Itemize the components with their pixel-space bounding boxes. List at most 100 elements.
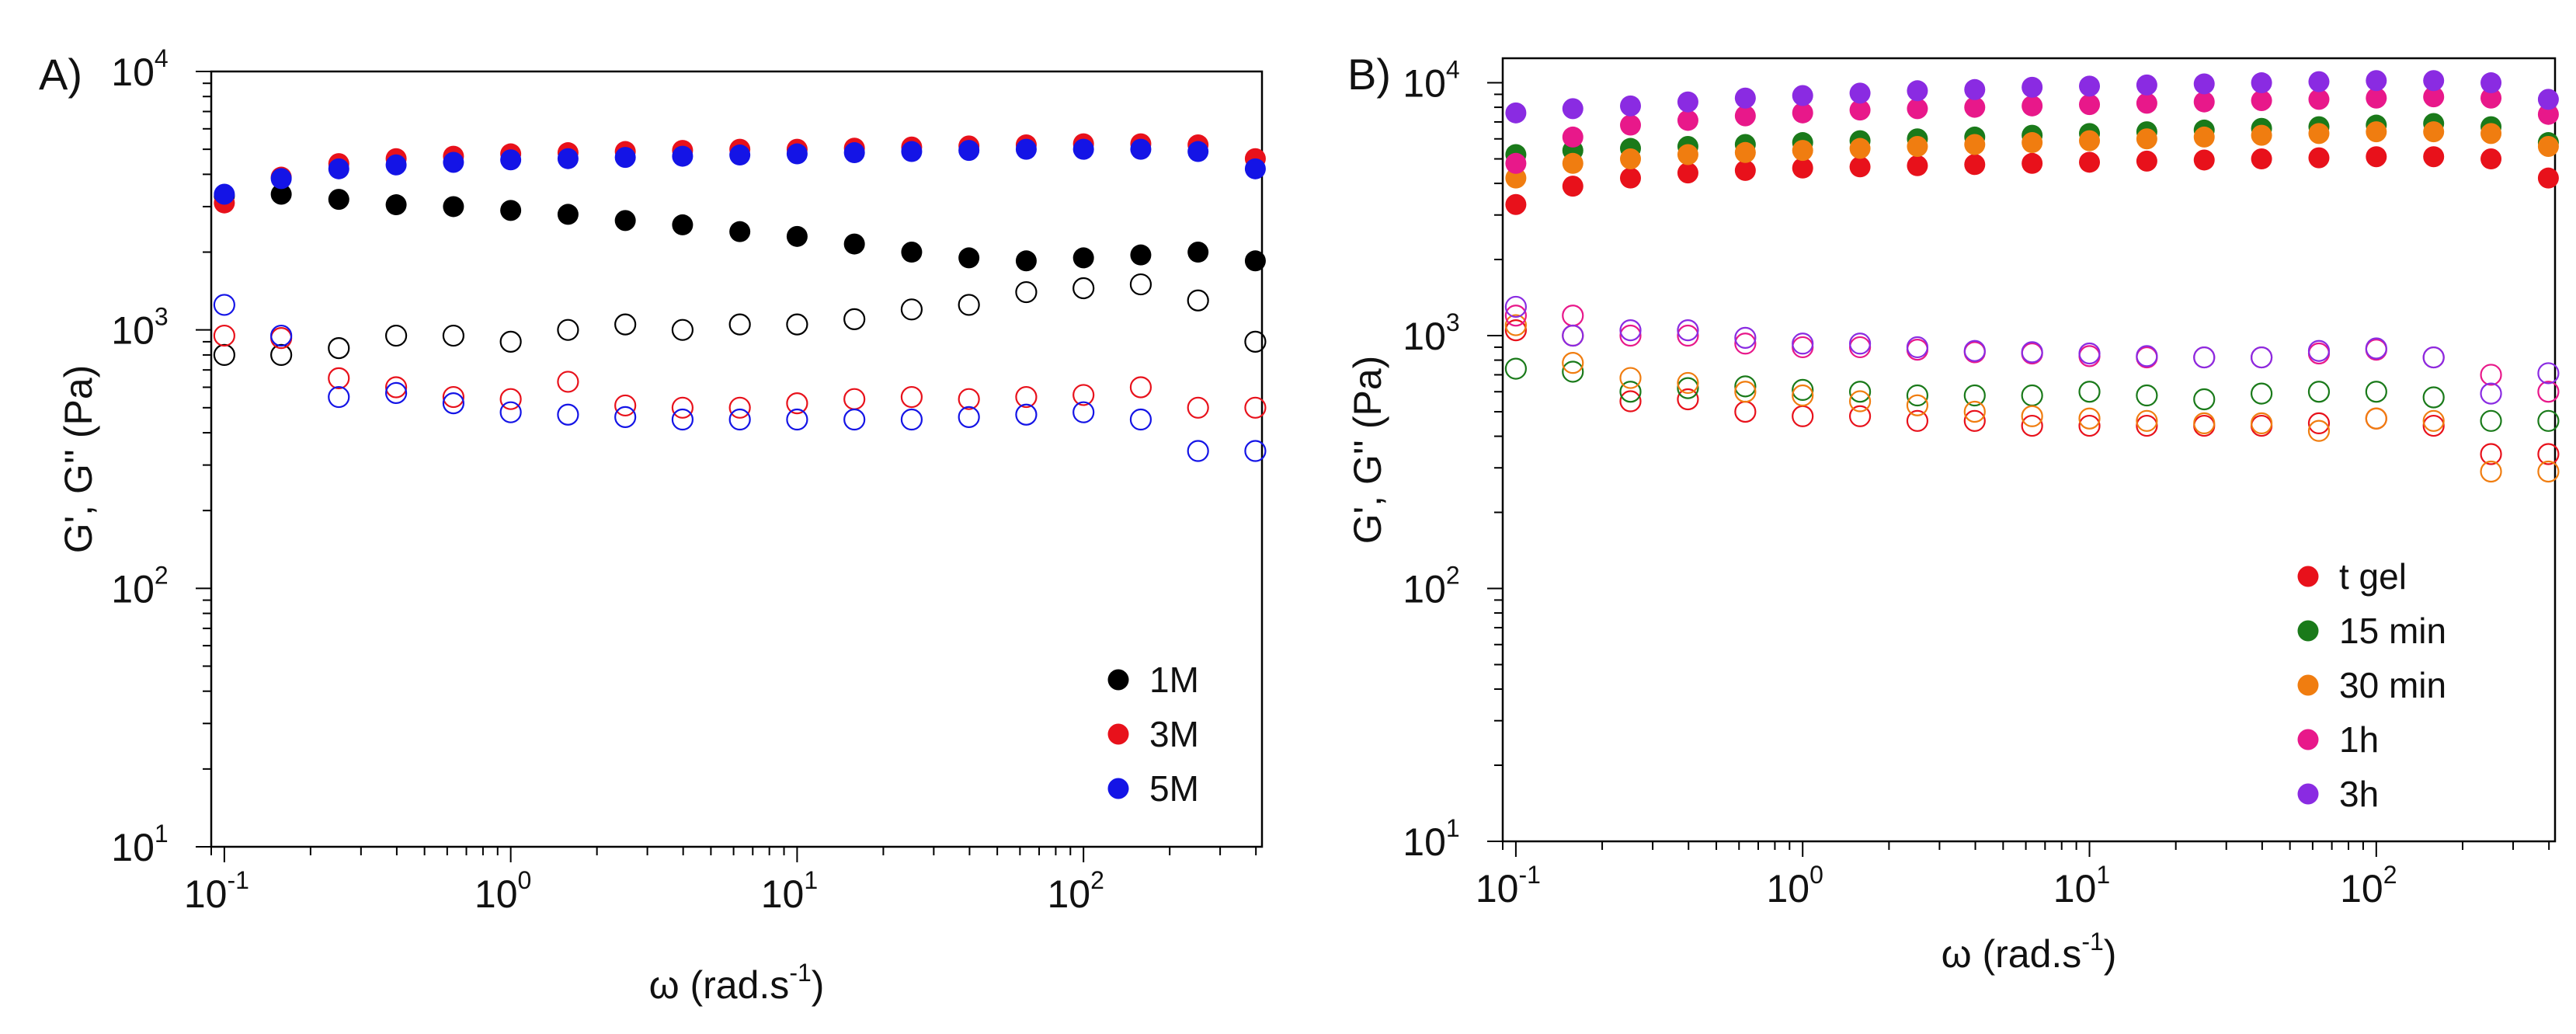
data-point-filled xyxy=(2308,71,2330,92)
data-point-filled xyxy=(901,141,923,162)
data-point-open xyxy=(1848,381,1872,403)
data-point-open xyxy=(2537,409,2560,432)
x-axis-title-superscript: -1 xyxy=(789,959,811,987)
y-tick-exponent: 1 xyxy=(155,820,169,848)
data-point-open xyxy=(1906,336,1929,359)
data-point-filled xyxy=(2079,130,2101,151)
data-point-open xyxy=(1015,385,1038,409)
y-tick-exponent: 3 xyxy=(155,303,169,331)
data-point-filled xyxy=(1620,167,1642,189)
data-point-filled xyxy=(2251,148,2272,170)
legend-label: 3M xyxy=(1149,714,1199,754)
data-point-filled xyxy=(1677,91,1698,113)
data-point-filled xyxy=(270,183,292,205)
data-point-open xyxy=(499,330,522,353)
data-point-open xyxy=(1244,396,1267,419)
data-point-filled xyxy=(2022,95,2043,117)
data-point-open xyxy=(1244,440,1267,462)
data-point-filled xyxy=(843,233,865,255)
data-point-open xyxy=(1677,377,1699,399)
data-point-open xyxy=(2365,337,2387,360)
x-tick-exponent: -1 xyxy=(227,866,249,894)
data-point-open xyxy=(1677,371,1699,395)
y-tick-exponent: 2 xyxy=(1446,562,1460,590)
data-point-open xyxy=(900,385,923,409)
data-point-filled xyxy=(2480,72,2502,94)
x-tick-exponent: 2 xyxy=(2383,861,2397,889)
data-point-filled xyxy=(270,168,292,190)
data-point-filled xyxy=(385,194,407,216)
data-point-filled xyxy=(2480,87,2502,109)
data-point-filled xyxy=(1964,96,1986,118)
data-point-open xyxy=(2136,409,2158,432)
x-tick-label: 101 xyxy=(2053,861,2110,910)
data-point-filled xyxy=(2022,76,2043,98)
data-point-open xyxy=(213,324,235,347)
data-point-filled xyxy=(328,189,349,211)
data-point-filled xyxy=(214,183,235,205)
data-point-open xyxy=(1129,273,1152,296)
data-point-open xyxy=(1562,360,1584,383)
data-point-filled xyxy=(2136,74,2157,96)
data-point-open xyxy=(1906,394,1929,416)
data-point-filled xyxy=(2423,86,2445,108)
series-3h-g xyxy=(1504,295,2560,405)
data-point-open xyxy=(2078,407,2101,430)
data-point-filled xyxy=(1505,102,1527,124)
data-point-filled xyxy=(1244,250,1266,272)
data-point-filled xyxy=(2251,90,2272,112)
series-30-min-g xyxy=(1505,121,2559,189)
data-point-filled xyxy=(500,149,522,171)
data-point-filled xyxy=(1792,85,1813,106)
data-point-filled xyxy=(1187,141,1209,162)
data-point-open xyxy=(2537,381,2560,403)
series-1m-g xyxy=(214,183,1266,272)
data-point-filled xyxy=(2366,70,2387,92)
data-point-open xyxy=(614,394,637,417)
data-point-open xyxy=(384,324,408,347)
data-point-filled xyxy=(2251,124,2272,146)
data-point-open xyxy=(1848,390,1872,413)
data-point-filled xyxy=(2537,136,2559,158)
data-point-open xyxy=(2078,381,2101,403)
data-point-filled xyxy=(1562,176,1583,197)
data-point-open xyxy=(728,313,751,336)
x-axis-title-suffix: ) xyxy=(812,963,825,1007)
data-point-filled xyxy=(1792,157,1813,179)
data-point-filled xyxy=(786,225,808,247)
series-30-min-g xyxy=(1504,314,2560,483)
data-point-filled xyxy=(1907,80,1928,102)
data-point-open xyxy=(2422,409,2445,432)
data-point-filled xyxy=(2423,121,2445,143)
x-tick-label: 10-1 xyxy=(1476,861,1541,910)
data-point-filled xyxy=(2022,132,2043,154)
x-tick-exponent: 2 xyxy=(1090,866,1104,894)
data-point-open xyxy=(1619,381,1642,403)
data-point-open xyxy=(2307,381,2331,403)
data-point-filled xyxy=(2537,103,2559,125)
data-point-open xyxy=(1619,367,1642,389)
data-point-filled xyxy=(1734,159,1756,181)
data-point-filled xyxy=(1072,247,1094,269)
data-point-filled xyxy=(729,221,751,242)
data-point-open xyxy=(442,392,464,415)
data-point-open xyxy=(1562,352,1584,374)
data-point-open xyxy=(2251,382,2273,405)
data-point-open xyxy=(2537,460,2560,483)
y-tick-exponent: 4 xyxy=(1446,56,1460,84)
data-point-filled xyxy=(328,158,349,179)
legend-label: 30 min xyxy=(2339,665,2446,705)
data-point-filled xyxy=(2423,70,2445,92)
data-point-open xyxy=(1848,332,1872,355)
data-point-open xyxy=(270,343,293,367)
legend-label: 1h xyxy=(2339,719,2379,760)
series-5m-g xyxy=(213,294,1267,462)
data-point-open xyxy=(1072,401,1095,423)
data-point-filled xyxy=(1677,162,1698,184)
data-point-open xyxy=(499,388,522,410)
data-point-filled xyxy=(2022,152,2043,174)
legend-label: 1M xyxy=(1149,660,1199,700)
